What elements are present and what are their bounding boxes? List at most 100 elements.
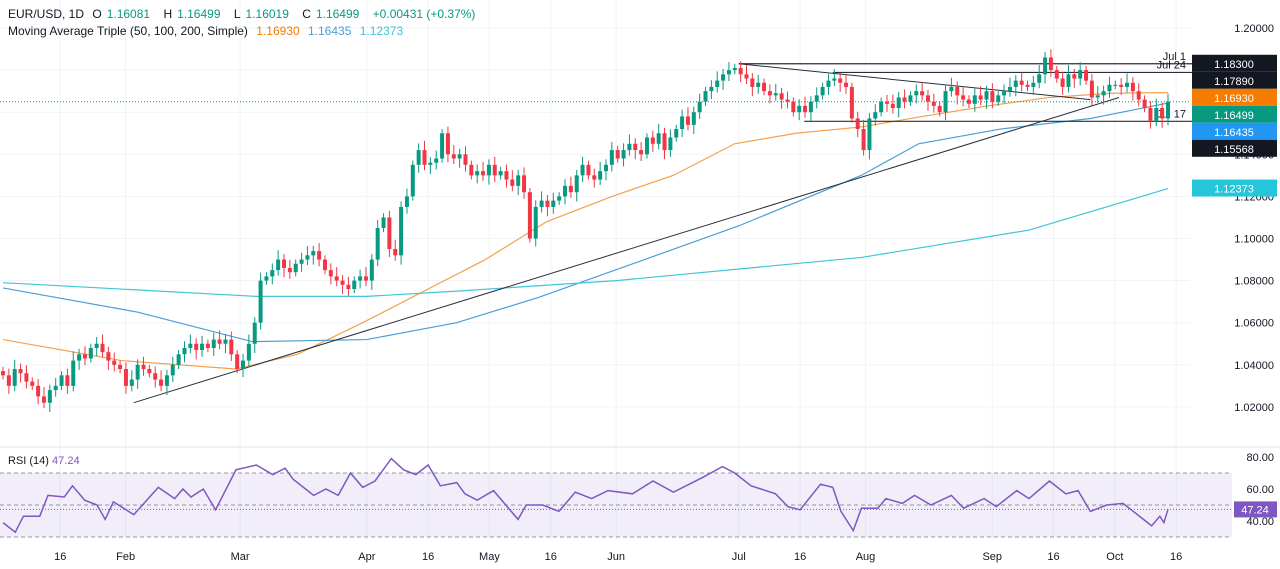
price-tag-label: 1.16499	[1214, 110, 1254, 122]
y-tick-label: 1.08000	[1234, 276, 1274, 288]
candle-body	[972, 95, 977, 104]
candle-body	[902, 97, 907, 102]
y-tick-label: 1.04000	[1234, 360, 1274, 372]
indicator-label[interactable]: Moving Average Triple (50, 100, 200, Sim…	[8, 24, 248, 38]
candle	[750, 73, 755, 97]
candle	[1160, 102, 1165, 128]
candle-body	[358, 276, 363, 281]
candle	[393, 239, 398, 261]
candle	[258, 272, 263, 330]
candle	[53, 377, 58, 397]
candle-body	[557, 196, 562, 201]
candle-body	[744, 74, 749, 79]
x-tick-label: Jun	[607, 551, 625, 563]
candle	[440, 129, 445, 163]
candle-body	[276, 259, 281, 271]
change-value: +0.00431 (+0.37%)	[372, 7, 476, 21]
candle-body	[1013, 80, 1018, 87]
candle	[832, 69, 837, 87]
candle	[1025, 80, 1030, 92]
candle-body	[615, 150, 620, 159]
candle-body	[41, 396, 46, 403]
rsi-tick-label: 60.00	[1246, 484, 1274, 496]
candle-body	[949, 86, 954, 92]
candle-body	[721, 74, 726, 81]
candle-body	[527, 192, 532, 239]
candle-body	[873, 112, 878, 119]
candle-body	[1043, 57, 1048, 75]
candle	[205, 339, 210, 353]
candle	[217, 330, 222, 350]
candle-body	[422, 150, 427, 165]
candle	[803, 96, 808, 118]
candle-body	[603, 164, 608, 172]
y-tick-label: 1.06000	[1234, 318, 1274, 330]
candle	[159, 370, 164, 392]
candle	[808, 96, 813, 122]
low-value: L 1.16019	[234, 7, 294, 21]
candle-body	[861, 129, 866, 151]
price-tag	[1192, 71, 1277, 89]
candle-body	[106, 352, 111, 361]
candle-body	[457, 154, 462, 159]
candle-body	[71, 360, 76, 386]
x-tick-label: Mar	[231, 551, 250, 563]
candle-body	[656, 133, 661, 144]
candle	[691, 106, 696, 135]
candle	[662, 127, 667, 160]
candle-body	[334, 276, 339, 281]
candle-body	[153, 373, 158, 380]
candle	[381, 213, 386, 233]
symbol-label[interactable]: EUR/USD, 1D	[8, 7, 85, 21]
candle	[276, 250, 281, 276]
price-tag	[1192, 179, 1277, 197]
candle	[545, 195, 550, 217]
candle	[387, 210, 392, 258]
candle-body	[1095, 95, 1100, 98]
candle	[1089, 73, 1094, 106]
candle	[603, 159, 608, 181]
candle-body	[451, 154, 456, 159]
candle	[299, 252, 304, 272]
candle	[188, 334, 193, 354]
candle	[1084, 65, 1089, 85]
rsi-label[interactable]: RSI (14)	[8, 455, 49, 467]
candle	[235, 350, 240, 374]
candle-body	[47, 390, 52, 403]
candle-body	[463, 154, 468, 165]
candle-body	[925, 95, 930, 102]
candle	[873, 104, 878, 126]
candle-body	[170, 364, 175, 376]
candle	[6, 368, 11, 394]
rsi-value: 47.24	[52, 455, 80, 467]
candle-body	[176, 354, 181, 365]
candle-body	[369, 259, 374, 281]
candle	[252, 317, 257, 354]
candle	[762, 78, 767, 96]
candle-body	[914, 91, 919, 96]
candle-body	[393, 249, 398, 256]
candle	[1019, 72, 1024, 92]
x-tick-label: 16	[1170, 551, 1182, 563]
candle	[1101, 85, 1106, 105]
candle-body	[135, 364, 140, 380]
candle-body	[77, 354, 82, 361]
price-tag-label: 1.16930	[1214, 93, 1254, 105]
candle	[486, 159, 491, 185]
price-tag	[1192, 88, 1277, 106]
candle-body	[1078, 70, 1083, 79]
candle	[920, 81, 925, 101]
candle	[246, 334, 251, 367]
candle	[615, 145, 620, 163]
price-tag-label: 1.15568	[1214, 144, 1254, 156]
candle	[1043, 51, 1048, 84]
candle	[47, 384, 52, 412]
candle	[457, 148, 462, 168]
candle-body	[147, 369, 152, 374]
candle	[112, 352, 117, 372]
candle-body	[1084, 70, 1089, 81]
candle	[270, 263, 275, 285]
candle-body	[650, 137, 655, 144]
candle	[363, 267, 368, 287]
